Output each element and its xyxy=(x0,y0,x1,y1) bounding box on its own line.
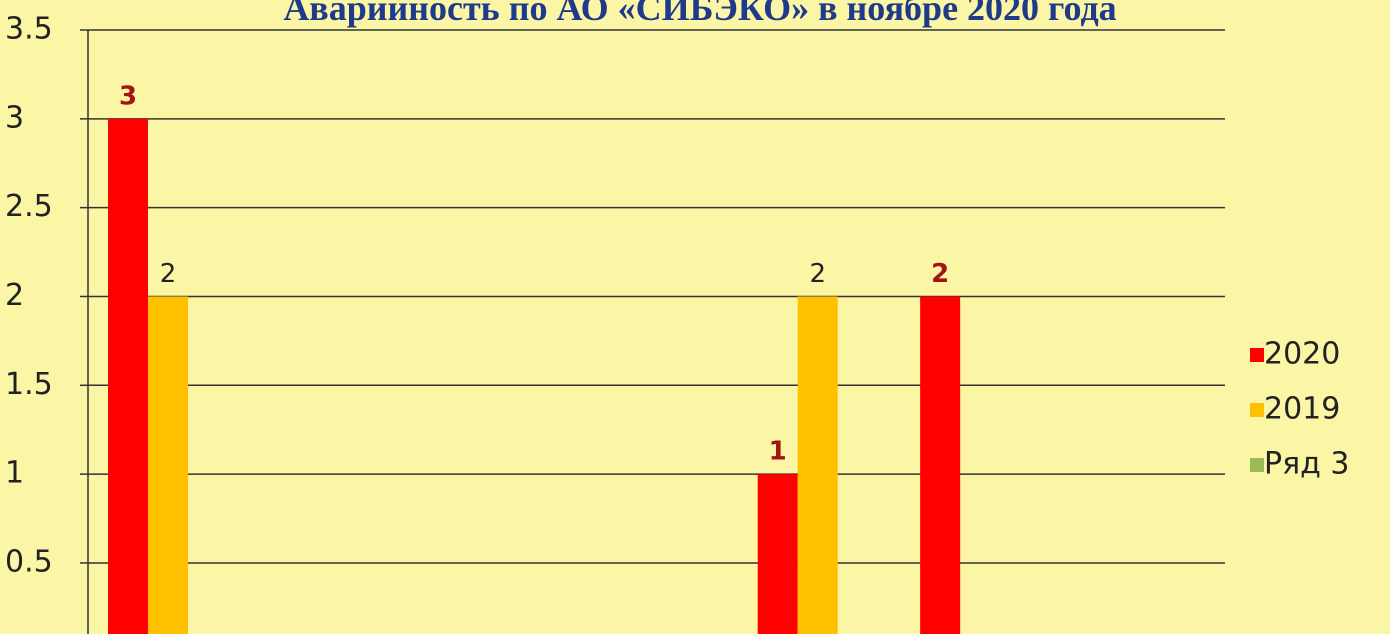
legend-swatch xyxy=(1250,458,1264,472)
y-tick-label: 3.5 xyxy=(5,12,53,47)
value-label: 2 xyxy=(931,259,949,289)
legend-label: Ряд 3 xyxy=(1264,447,1350,482)
value-label: 1 xyxy=(769,437,787,467)
bar xyxy=(797,296,838,634)
y-tick-label: 2 xyxy=(5,278,24,313)
y-tick-label: 2.5 xyxy=(5,189,53,224)
legend-swatch xyxy=(1250,348,1264,362)
bar xyxy=(148,296,188,634)
bar xyxy=(920,296,961,634)
bar xyxy=(108,118,148,634)
value-label: 2 xyxy=(160,259,177,289)
legend-label: 2020 xyxy=(1264,337,1340,372)
y-tick-label: 1.5 xyxy=(5,367,53,402)
y-tick-label: 1 xyxy=(5,456,24,491)
legend-label: 2019 xyxy=(1264,392,1340,427)
y-tick-label: 0.5 xyxy=(5,544,53,579)
legend-swatch xyxy=(1250,403,1264,417)
value-label: 2 xyxy=(809,259,826,289)
value-label: 3 xyxy=(119,81,137,111)
y-tick-label: 3 xyxy=(5,100,24,135)
bar xyxy=(757,474,798,634)
chart-title: Аварийность по АО «СИБЭКО» в ноябре 2020… xyxy=(283,0,1116,28)
